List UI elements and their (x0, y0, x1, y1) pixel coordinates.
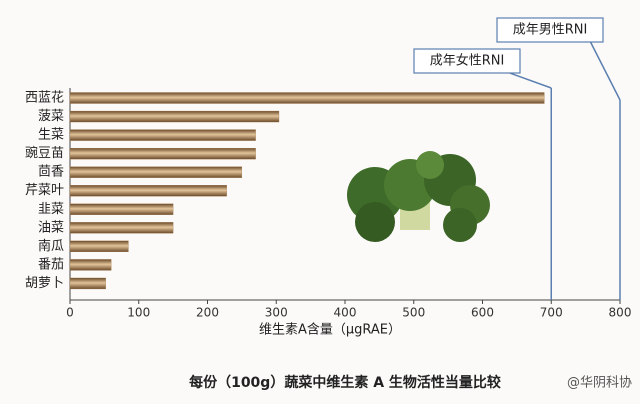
category-label: 芹菜叶 (25, 183, 64, 198)
bar (69, 92, 545, 104)
x-tick-label: 700 (540, 306, 563, 320)
category-label: 油菜 (38, 220, 64, 235)
bar (69, 259, 112, 271)
callout-pointer (506, 71, 552, 89)
callout-label: 成年女性RNI (430, 53, 505, 69)
bar (69, 129, 256, 141)
bar (69, 277, 106, 290)
bar (69, 185, 227, 197)
category-label: 菠菜 (38, 109, 64, 124)
bar (69, 240, 129, 253)
bar (69, 222, 174, 234)
callout-box (496, 17, 604, 43)
bar (69, 203, 174, 215)
caption: 每份（100g）蔬菜中维生素 A 生物活性当量比较 (189, 374, 501, 391)
broccoli (347, 151, 490, 242)
bar (69, 110, 280, 123)
x-tick-label: 500 (402, 306, 425, 320)
category-label: 番茄 (38, 257, 64, 272)
category-label: 茴香 (38, 165, 64, 180)
category-label: 韭菜 (38, 202, 64, 217)
callout-label: 成年男性RNI (513, 23, 588, 38)
x-tick-label: 600 (471, 306, 494, 320)
category-label: 胡萝卜 (25, 276, 64, 291)
watermark: @华阴科协 (567, 376, 632, 391)
category-label: 豌豆苗 (25, 145, 64, 161)
callout-pointer (589, 40, 621, 101)
x-tick-label: 200 (196, 306, 219, 320)
x-tick-label: 400 (334, 306, 357, 320)
x-tick-label: 100 (127, 306, 150, 320)
category-label: 西蓝花 (25, 90, 64, 106)
x-axis-label: 维生素A含量（μgRAE） (259, 322, 401, 338)
x-tick-label: 300 (265, 306, 288, 320)
callout-box (413, 48, 521, 74)
bar (69, 147, 256, 160)
x-tick-label: 0 (66, 306, 74, 320)
x-tick-label: 800 (609, 306, 632, 320)
category-label: 生菜 (38, 128, 64, 143)
category-label: 南瓜 (38, 238, 64, 254)
bar (69, 166, 243, 178)
